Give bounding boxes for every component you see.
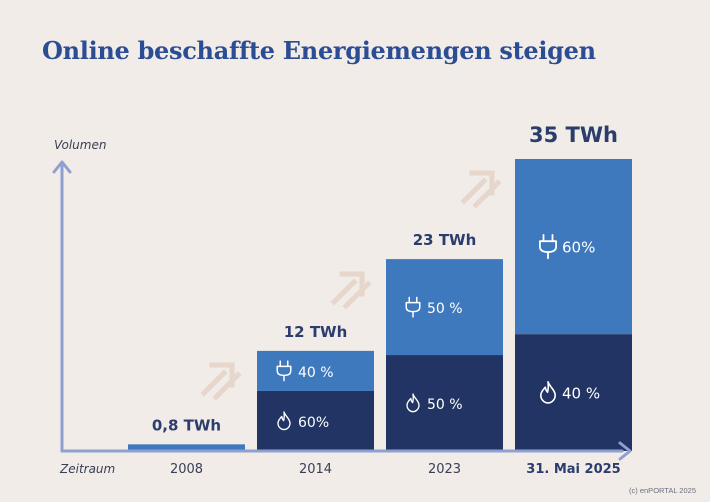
x-axis-title: Zeitraum	[59, 462, 115, 476]
segment-label-power: 50 %	[427, 301, 463, 317]
total-label: 23 TWh	[413, 231, 477, 249]
bar-segment-gas	[257, 390, 374, 451]
category-label: 2014	[299, 462, 332, 477]
segment-label-power: 60%	[562, 239, 595, 257]
segment-label-gas: 40 %	[562, 385, 600, 403]
segment-label-gas: 50 %	[427, 397, 463, 413]
bar-segment-gas	[386, 355, 503, 451]
growth-arrow-icon	[330, 271, 372, 310]
total-label: 0,8 TWh	[152, 416, 221, 434]
category-label: 31. Mai 2025	[526, 462, 620, 477]
bar-segment-gas	[515, 334, 632, 451]
segment-label-gas: 60%	[298, 415, 329, 431]
y-axis-title: Volumen	[54, 138, 106, 152]
bar-segment-power	[515, 159, 632, 335]
total-label: 12 TWh	[284, 323, 348, 341]
category-label: 2008	[170, 462, 203, 477]
chart-title: Online beschaffte Energiemengen steigen	[42, 36, 596, 65]
bar-segment-total	[128, 444, 245, 451]
credit: (c) enPORTAL 2025	[629, 486, 696, 495]
x-axis-arrow-icon	[618, 441, 632, 461]
total-label: 35 TWh	[529, 123, 618, 147]
y-axis-arrow-icon	[52, 160, 72, 174]
growth-arrow-icon	[200, 362, 242, 401]
segment-label-power: 40 %	[298, 365, 334, 381]
category-label: 2023	[428, 462, 461, 477]
growth-arrow-icon	[460, 170, 502, 209]
